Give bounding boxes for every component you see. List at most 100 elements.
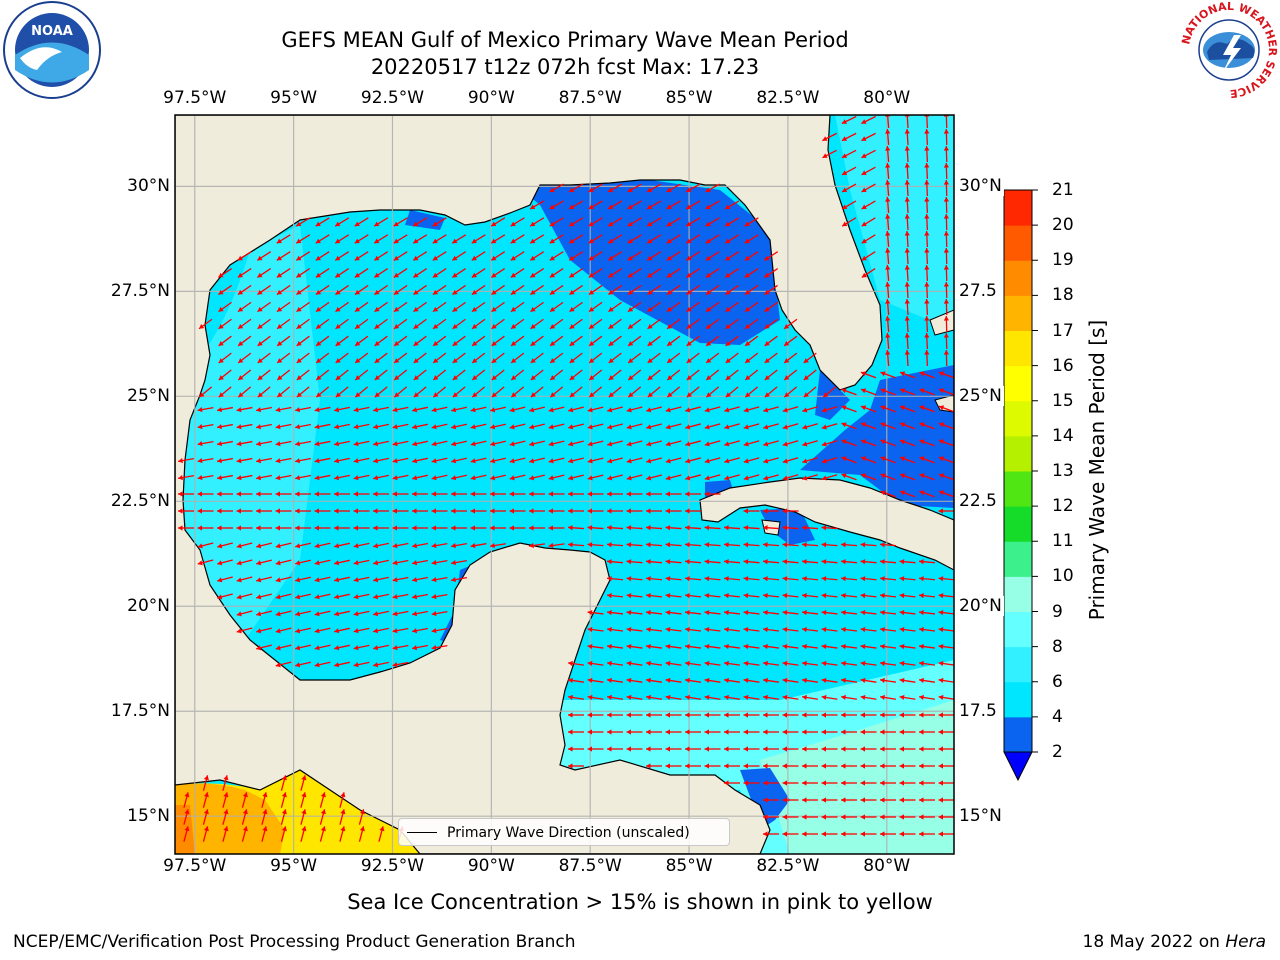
wave-arrow [919,422,935,430]
wave-arrow [178,474,194,481]
wave-arrow [666,234,681,244]
wave-arrow [938,405,954,413]
wave-arrow [197,525,214,531]
wave-arrow [646,457,662,464]
wave-arrow [431,491,448,497]
wave-arrow [353,576,370,583]
wave-arrow [821,559,838,565]
wave-arrow [241,809,248,825]
wave-arrow [743,508,760,514]
wave-arrow [491,284,505,296]
wave-arrow [431,576,448,583]
wave-arrow [451,423,467,430]
wave-arrow [665,542,682,548]
wave-arrow [256,542,272,549]
wave-arrow [723,593,741,599]
wave-arrow [743,406,760,413]
wave-arrow [879,694,897,701]
wave-arrow [924,332,930,350]
colorbar-extend-arrow [1003,751,1033,782]
wave-arrow [841,388,857,396]
wave-arrow [334,217,350,227]
wave-arrow [471,234,486,244]
wave-arrow [860,694,877,701]
wave-arrow [744,352,759,364]
wave-arrow [510,369,525,381]
wave-arrow [373,440,389,447]
wave-arrow [723,610,741,616]
wave-arrow [300,792,307,808]
wave-arrow [801,525,819,531]
wave-arrow [197,559,214,566]
colorbar-segment [1004,716,1032,753]
wave-arrow [569,352,583,364]
wave-arrow [899,814,916,820]
wave-arrow [319,826,326,842]
period-zone-9s-caribbean [760,700,954,854]
wave-arrow [943,162,949,180]
wave-arrow [197,457,214,464]
wave-arrow [763,406,779,413]
wave-arrow [880,473,896,481]
wave-arrow [725,318,739,330]
wave-arrow [899,677,916,684]
wave-arrow [509,423,526,430]
wave-arrow [198,386,213,398]
wave-arrow [626,729,643,735]
wave-arrow [938,797,954,803]
wave-arrow [919,388,935,396]
wave-arrow [319,792,326,808]
wave-arrow [822,386,837,398]
colorbar-tick-label: 9 [1052,601,1063,622]
wave-arrow [353,423,370,430]
wave-arrow [431,644,448,651]
wave-arrow [904,247,910,265]
wave-arrow [763,251,779,261]
lon-tick-bottom: 82.5°W [756,856,820,876]
wave-arrow [860,439,877,447]
wave-arrow [471,284,486,296]
wave-arrow [704,406,721,413]
wave-arrow [607,712,623,718]
wave-arrow [782,763,799,769]
wave-arrow [490,491,506,497]
colorbar-tick-label: 4 [1052,706,1063,727]
wave-arrow [431,457,448,464]
map-frame [174,114,955,855]
wave-arrow [373,251,389,261]
wave-arrow [587,610,604,616]
wave-arrow [452,386,466,398]
wave-arrow [684,576,702,582]
wave-arrow [470,543,487,549]
wave-arrow [704,542,721,548]
wave-arrow [665,694,682,701]
wave-arrow [588,200,603,210]
wave-arrow [373,644,389,651]
wave-arrow [509,525,526,531]
wave-arrow [392,474,409,481]
wave-arrow [490,251,506,261]
wave-arrow [335,335,349,347]
wave-arrow [763,457,779,464]
wave-arrow [724,746,740,752]
wave-arrow [431,406,448,413]
wave-arrow [943,145,949,163]
wave-arrow [880,388,896,396]
wave-arrow [665,712,682,718]
wave-arrow [724,763,740,769]
wave-arrow [841,200,857,210]
wave-arrow [743,593,760,599]
wave-arrow [684,660,702,667]
wave-arrow [569,335,583,347]
wave-arrow [353,661,370,668]
wave-arrow [374,369,388,381]
wave-arrow [938,439,954,447]
wave-arrow [743,780,760,786]
colorbar-segment [1004,471,1032,507]
lon-tick-bottom: 85°W [665,856,713,876]
wave-arrow [705,369,720,381]
wave-arrow [608,369,622,381]
wave-arrow [885,128,891,146]
wave-arrow [919,763,935,769]
wave-arrow [276,301,291,313]
